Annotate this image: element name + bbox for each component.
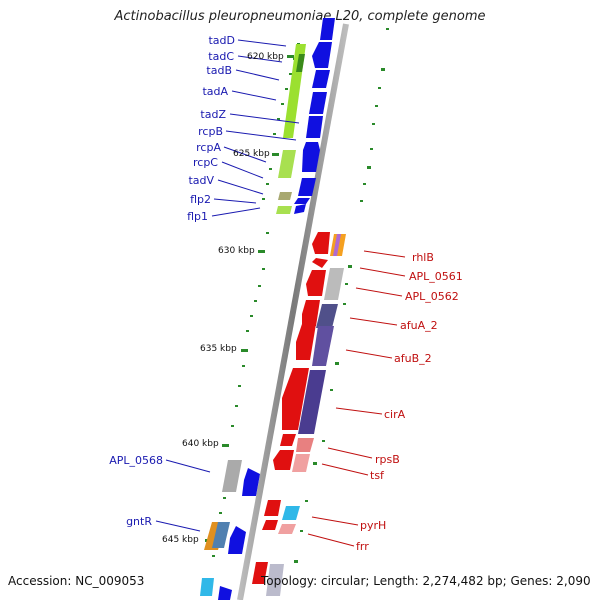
forward-gene-labels: tadD tadC tadB tadA tadZ rcpB rcpA rcpC … bbox=[109, 34, 235, 528]
tick-label-625: 625 kbp bbox=[233, 149, 270, 159]
gene-label-afuB_2: afuB_2 bbox=[394, 352, 432, 365]
gene-label-tadV: tadV bbox=[188, 174, 214, 187]
gene-label-rcpA: rcpA bbox=[196, 141, 221, 154]
reverse-genes bbox=[252, 232, 330, 584]
tick-label-640: 640 kbp bbox=[182, 439, 219, 449]
gene-label-flp1: flp1 bbox=[187, 210, 208, 223]
tick-label-630: 630 kbp bbox=[218, 246, 255, 256]
backbone-line bbox=[237, 23, 349, 600]
gene-label-tadC: tadC bbox=[208, 50, 234, 63]
gene-label-tadB: tadB bbox=[206, 64, 232, 77]
gene-label-APL_0568: APL_0568 bbox=[109, 454, 163, 467]
gene-label-tadD: tadD bbox=[208, 34, 235, 47]
gene-label-rpsB: rpsB bbox=[375, 453, 400, 466]
forward-genes bbox=[294, 18, 335, 214]
gene-label-tsf: tsf bbox=[370, 469, 385, 482]
tick-label-635: 635 kbp bbox=[200, 344, 237, 354]
tick-labels: 620 kbp 625 kbp 630 kbp 635 kbp 640 kbp … bbox=[162, 52, 284, 545]
gene-label-APL_0561: APL_0561 bbox=[409, 270, 463, 283]
gene-label-tadA: tadA bbox=[202, 85, 228, 98]
gene-label-flp2: flp2 bbox=[190, 193, 211, 206]
summary-text: Topology: circular; Length: 2,274,482 bp… bbox=[261, 574, 591, 588]
tick-label-620: 620 kbp bbox=[247, 52, 284, 62]
gene-label-rcpC: rcpC bbox=[193, 156, 218, 169]
gene-label-APL_0562: APL_0562 bbox=[405, 290, 459, 303]
ruler-dots-right bbox=[294, 28, 389, 563]
gene-label-pyrH: pyrH bbox=[360, 519, 386, 532]
forward-leader-lines bbox=[155, 39, 300, 532]
lower-forward-genes bbox=[200, 460, 260, 600]
forward-feature-bar bbox=[276, 44, 306, 214]
map-title: Actinobacillus pleuropneumoniae L20, com… bbox=[114, 9, 486, 24]
accession-text: Accession: NC_009053 bbox=[8, 574, 145, 588]
gene-label-rcpB: rcpB bbox=[198, 125, 223, 138]
gene-label-afuA_2: afuA_2 bbox=[400, 319, 438, 332]
reverse-gene-labels: rhlB APL_0561 APL_0562 afuA_2 afuB_2 cir… bbox=[356, 251, 463, 553]
gene-label-cirA: cirA bbox=[384, 408, 406, 421]
gene-label-rhlB: rhlB bbox=[412, 251, 434, 264]
tick-label-645: 645 kbp bbox=[162, 535, 199, 545]
reverse-leader-lines bbox=[307, 250, 406, 547]
gene-label-frr: frr bbox=[356, 540, 369, 553]
reverse-feature-bar bbox=[266, 234, 346, 596]
gene-label-tadZ: tadZ bbox=[200, 108, 226, 121]
gene-label-gntR: gntR bbox=[126, 515, 152, 528]
